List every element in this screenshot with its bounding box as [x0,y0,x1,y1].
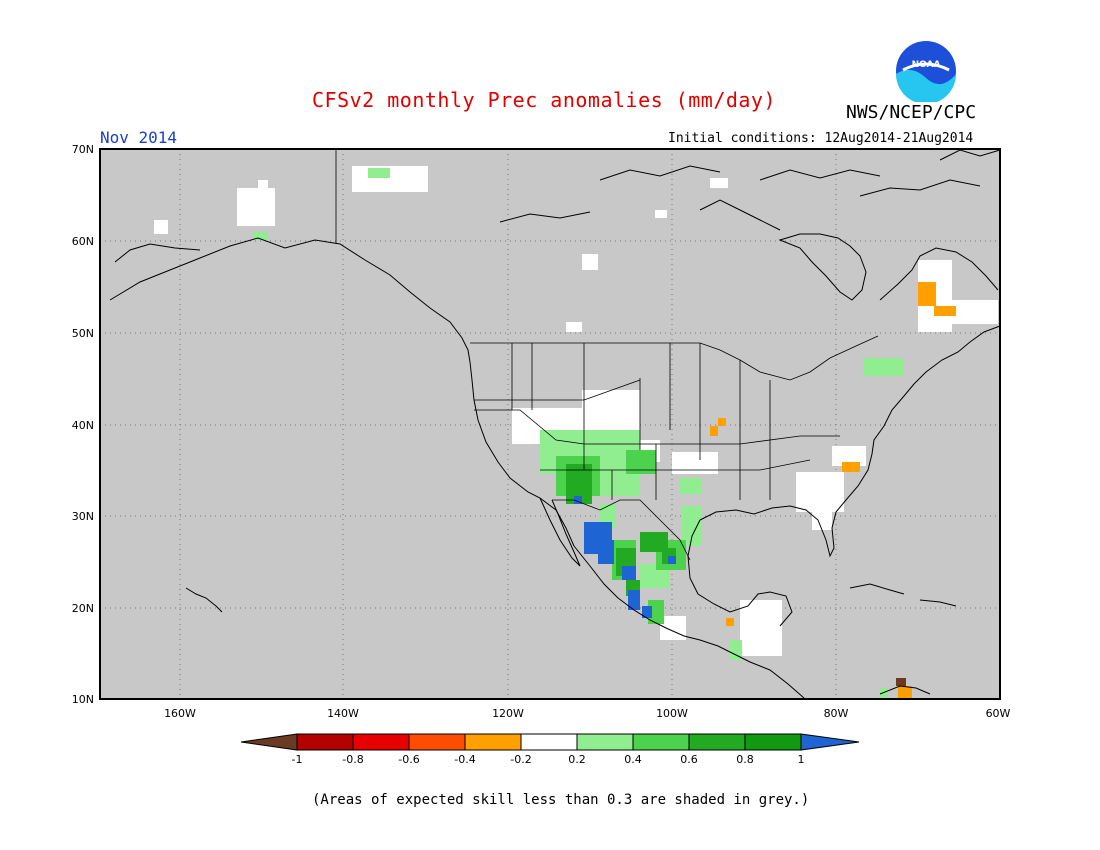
colorbar-box [744,733,802,751]
coastlines [109,149,1001,699]
colorbar-label: -0.2 [510,753,531,766]
lon-label: 80W [824,707,849,720]
colorbar-box [520,733,578,751]
org-label: NWS/NCEP/CPC [846,102,977,123]
colorbar-label: 0.4 [624,753,642,766]
borders [335,149,879,561]
colorbar-label: 0.8 [736,753,754,766]
logo-text: NOAA [912,60,941,70]
map-frame [99,148,1001,700]
lon-labels: 160W 140W 120W 100W 80W 60W [164,707,1010,720]
colorbar-box [296,733,354,751]
lon-label: 100W [656,707,688,720]
colorbar-label: -0.6 [398,753,419,766]
lat-labels: 70N 60N 50N 40N 30N 20N 10N [72,143,94,706]
grid-lines [100,149,1000,699]
month-label: Nov 2014 [100,128,178,147]
lon-label: 160W [164,707,196,720]
colorbar-label: 0.2 [568,753,586,766]
colorbar-arrow-high [800,733,860,751]
colorbar-arrow-low [240,733,298,751]
lat-label: 60N [72,235,94,248]
lat-label: 40N [72,419,94,432]
lat-label: 70N [72,143,94,156]
colorbar-box [632,733,690,751]
colorbar-box [464,733,522,751]
lat-label: 10N [72,693,94,706]
lon-label: 140W [327,707,359,720]
skill-note: (Areas of expected skill less than 0.3 a… [312,792,810,808]
lat-label: 50N [72,327,94,340]
colorbar-label: -1 [292,753,303,766]
colorbar-label: -0.4 [454,753,475,766]
anomaly-patches [154,166,998,698]
colorbar-box [352,733,410,751]
initial-conditions: Initial conditions: 12Aug2014-21Aug2014 [668,131,974,146]
colorbar: -1 -0.8 -0.6 -0.4 -0.2 0.2 0.4 0.6 0.8 1 [240,733,860,766]
colorbar-label: 1 [798,753,805,766]
lon-label: 60W [986,707,1011,720]
colorbar-box [576,733,634,751]
colorbar-label: 0.6 [680,753,698,766]
lat-label: 30N [72,510,94,523]
colorbar-box [408,733,466,751]
colorbar-box [688,733,746,751]
colorbar-label: -0.8 [342,753,363,766]
lat-label: 20N [72,602,94,615]
map-title: CFSv2 monthly Prec anomalies (mm/day) [312,88,777,112]
noaa-logo-icon: NOAA [896,41,956,102]
lon-label: 120W [492,707,524,720]
